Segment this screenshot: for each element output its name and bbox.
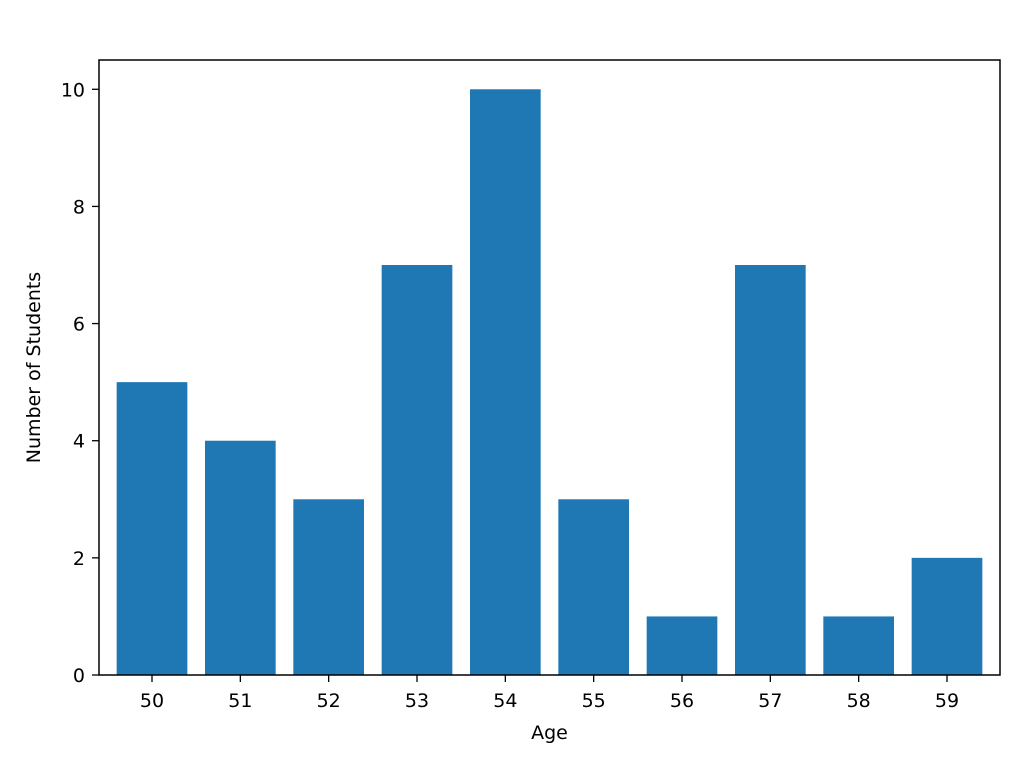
bar-59 [911,557,983,675]
y-tick-label: 4 [73,431,85,453]
x-tick-label: 52 [317,690,341,712]
x-tick-label: 57 [758,690,782,712]
x-tick-label: 55 [582,690,606,712]
bar-56 [646,616,718,675]
bar-53 [381,265,453,675]
y-tick-label: 0 [73,665,85,687]
bar-54 [470,89,541,676]
y-tick-label: 2 [73,548,85,570]
bars-group [116,89,983,676]
x-tick-label: 59 [935,690,959,712]
x-tick-label: 50 [140,690,164,712]
x-tick-label: 51 [228,690,252,712]
bar-57 [735,265,806,675]
x-tick-label: 53 [405,690,429,712]
bar-50 [116,382,188,675]
x-axis-ticks: 50 51 52 53 54 55 56 57 58 59 [140,675,959,712]
bar-52 [293,499,364,675]
x-tick-label: 58 [847,690,871,712]
x-tick-label: 56 [670,690,694,712]
y-tick-label: 6 [73,314,85,336]
bar-55 [558,499,629,675]
y-tick-label: 8 [73,196,85,218]
bar-51 [205,440,276,675]
x-axis-label: Age [531,722,568,744]
plot-area-frame [98,59,1001,676]
x-tick-label: 54 [493,690,517,712]
bar-58 [823,616,894,675]
y-tick-label: 10 [61,79,85,101]
y-axis-label: Number of Students [23,272,45,463]
y-axis-ticks: 0 2 4 6 8 10 [61,79,99,687]
